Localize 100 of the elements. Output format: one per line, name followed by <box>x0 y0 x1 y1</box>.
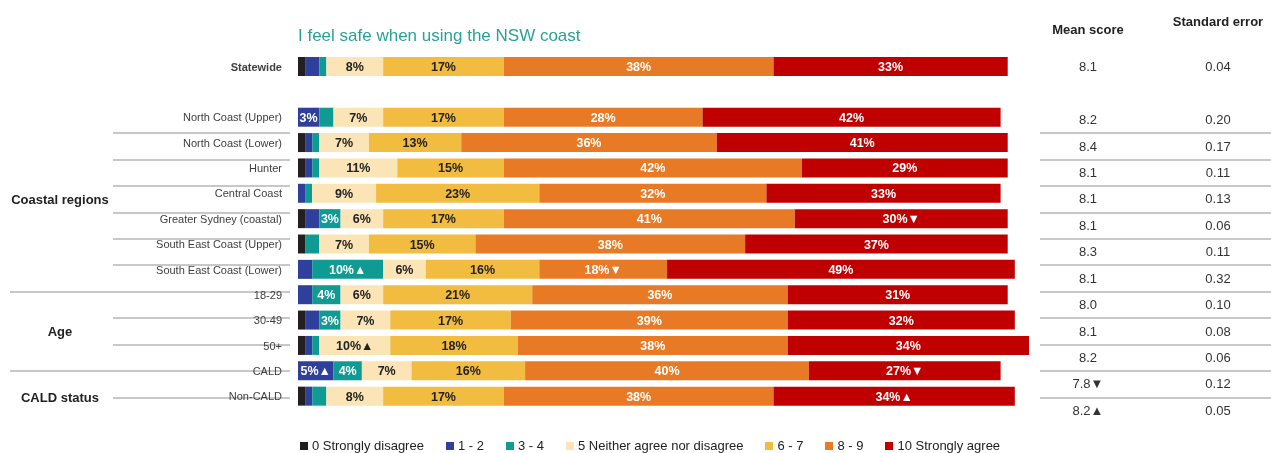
data-label: 32% <box>888 313 914 328</box>
data-label: 29% <box>892 161 918 176</box>
bar <box>305 133 313 153</box>
bar <box>773 386 1015 406</box>
text: 7.8▼ <box>1071 376 1105 393</box>
data-label: 17% <box>430 60 457 74</box>
legend-label: 8 - 9 <box>837 438 864 453</box>
bar <box>305 57 320 76</box>
text: Standard error <box>1171 14 1265 30</box>
data-label: 33% <box>870 186 897 201</box>
bar <box>425 259 540 279</box>
data-label: 38% <box>640 338 666 353</box>
legend-label: 0 Strongly disagree <box>311 438 424 453</box>
y-tick-label: North Coast (Upper) <box>182 111 282 124</box>
data-label: 38% <box>597 237 623 252</box>
data-label: 49% <box>828 262 854 277</box>
bar <box>312 335 320 355</box>
data-label: 38% <box>626 60 652 74</box>
bar <box>539 183 767 203</box>
bar <box>305 183 313 203</box>
bar <box>532 285 788 305</box>
y-tick-label: North Coast (Lower) <box>182 136 282 149</box>
data-label: 17% <box>438 313 464 328</box>
bar <box>503 107 703 127</box>
data-label: 7% <box>356 313 375 328</box>
text: 0.11 <box>1204 244 1232 261</box>
y-tick-label: Non-CALD <box>228 390 283 403</box>
data-label: 4% <box>317 288 336 303</box>
legend-label: 10 Strongly agree <box>897 438 1001 453</box>
data-label: 34%▲ <box>875 389 913 404</box>
data-label: 11% <box>346 161 371 176</box>
data-label: 10%▲ <box>328 262 367 277</box>
data-label: 15% <box>409 237 435 252</box>
y-tick-label: 18-29 <box>253 288 282 301</box>
bar <box>383 285 533 305</box>
bar <box>298 209 306 229</box>
text: 0.06 <box>1204 217 1232 234</box>
data-label: 6% <box>395 262 414 277</box>
bar <box>510 310 788 330</box>
bar <box>383 209 504 229</box>
data-label: 23% <box>445 186 471 201</box>
text: 8.0 <box>1077 297 1099 314</box>
data-label: 17% <box>430 389 457 404</box>
bar <box>376 183 540 203</box>
text: 8.2 <box>1077 112 1099 129</box>
y-tick-label: South East Coast (Upper) <box>156 238 282 251</box>
bar <box>368 133 462 153</box>
bar <box>298 158 306 178</box>
text: 0.06 <box>1204 349 1232 366</box>
bar <box>298 133 306 153</box>
data-label: 13% <box>402 136 428 151</box>
text: 8.2 <box>1077 349 1099 366</box>
bar <box>667 259 1015 279</box>
data-label: 8% <box>345 389 364 404</box>
data-label: 16% <box>470 262 496 277</box>
y-tick-label: 30-49 <box>253 314 282 327</box>
y-tick-label: Greater Sydney (coastal) <box>159 212 282 225</box>
text: CALD status <box>20 389 100 408</box>
bar <box>475 234 746 254</box>
text: 8.1 <box>1077 270 1099 287</box>
text: 0.11 <box>1204 164 1232 181</box>
y-tick-label: Central Coast <box>214 187 282 200</box>
bar <box>801 158 1008 178</box>
text: 0.13 <box>1204 191 1232 208</box>
bar <box>305 234 320 254</box>
data-label: 18% <box>441 338 467 353</box>
data-label: 33% <box>878 60 904 74</box>
bar <box>773 57 1008 76</box>
data-label: 32% <box>640 186 666 201</box>
data-label: 18%▼ <box>584 262 622 277</box>
bar <box>503 57 774 76</box>
bar <box>305 386 313 406</box>
text: 0.20 <box>1204 112 1232 129</box>
legend-label: 6 - 7 <box>777 438 804 453</box>
bar <box>305 335 313 355</box>
text: 8.1 <box>1077 217 1099 234</box>
data-label: 38% <box>626 389 652 404</box>
text: 0.12 <box>1204 376 1232 393</box>
bar <box>716 133 1008 153</box>
text: 0.05 <box>1204 402 1232 419</box>
bar <box>383 57 504 76</box>
bar <box>383 386 504 406</box>
bar <box>319 158 398 178</box>
y-tick-label: 50+ <box>263 339 282 352</box>
data-label: 4% <box>338 364 357 379</box>
bar <box>298 259 313 279</box>
data-label: 5%▲ <box>300 364 331 379</box>
data-label: 39% <box>636 313 662 328</box>
y-tick-label: CALD <box>252 364 283 377</box>
data-label: 28% <box>590 110 616 125</box>
data-label: 34% <box>895 338 921 353</box>
bar <box>319 107 334 127</box>
bar <box>298 386 306 406</box>
bar <box>298 335 306 355</box>
bar <box>390 310 511 330</box>
bar <box>766 183 1001 203</box>
text: 8.1 <box>1077 323 1099 340</box>
bar <box>298 285 313 305</box>
bar <box>787 335 1029 355</box>
text: Mean score <box>1051 22 1125 38</box>
